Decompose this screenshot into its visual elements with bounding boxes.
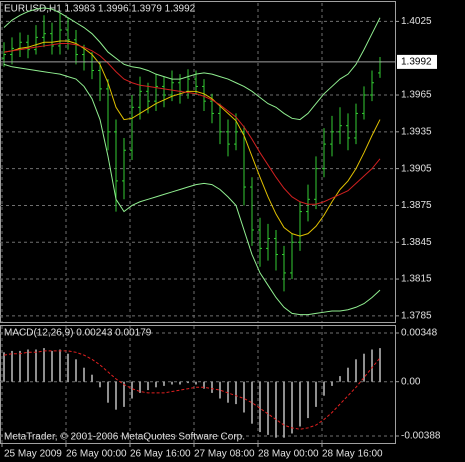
x-tick-label: 26 May 00:00: [66, 449, 127, 460]
y-tick-label: 1.3845: [401, 237, 432, 248]
y-tick-label: 1.3935: [401, 126, 432, 137]
y-tick-label: -0.00388: [401, 431, 441, 442]
copyright: MetaTrader, © 2001-2006 MetaQuotes Softw…: [4, 432, 245, 443]
y-tick-label: 1.3965: [401, 90, 432, 101]
indicator-line: [3, 7, 381, 121]
y-tick-label: 1.4025: [401, 16, 432, 27]
x-tick-label: 26 May 16:00: [130, 449, 191, 460]
macd-frame: [0, 325, 396, 444]
x-tick-label: 25 May 2009: [4, 449, 62, 460]
x-tick-label: 28 May 16:00: [322, 449, 383, 460]
y-tick-label: 1.3785: [401, 311, 432, 322]
x-tick-label: 27 May 08:00: [194, 449, 255, 460]
indicator-line: [3, 42, 381, 205]
y-tick-label: 0.00348: [401, 328, 438, 339]
current-price-box: [397, 54, 437, 69]
y-tick-label: 1.3905: [401, 163, 432, 174]
macd-title: MACD(12,26,9) 0.00243 0.00179: [4, 328, 152, 339]
y-tick-label: 0.00: [401, 376, 421, 387]
indicator-line: [3, 40, 381, 237]
y-tick-label: 1.3815: [401, 274, 432, 285]
chart-title: EURUSD,H1 1.3983 1.3996 1.3979 1.3992: [4, 4, 196, 15]
current-price-label: 1.3992: [401, 57, 432, 68]
signal-line: [3, 350, 381, 430]
x-tick-label: 28 May 00:00: [258, 449, 319, 460]
main-frame: [0, 1, 396, 323]
indicator-line: [3, 63, 381, 316]
y-tick-label: 1.3875: [401, 200, 432, 211]
